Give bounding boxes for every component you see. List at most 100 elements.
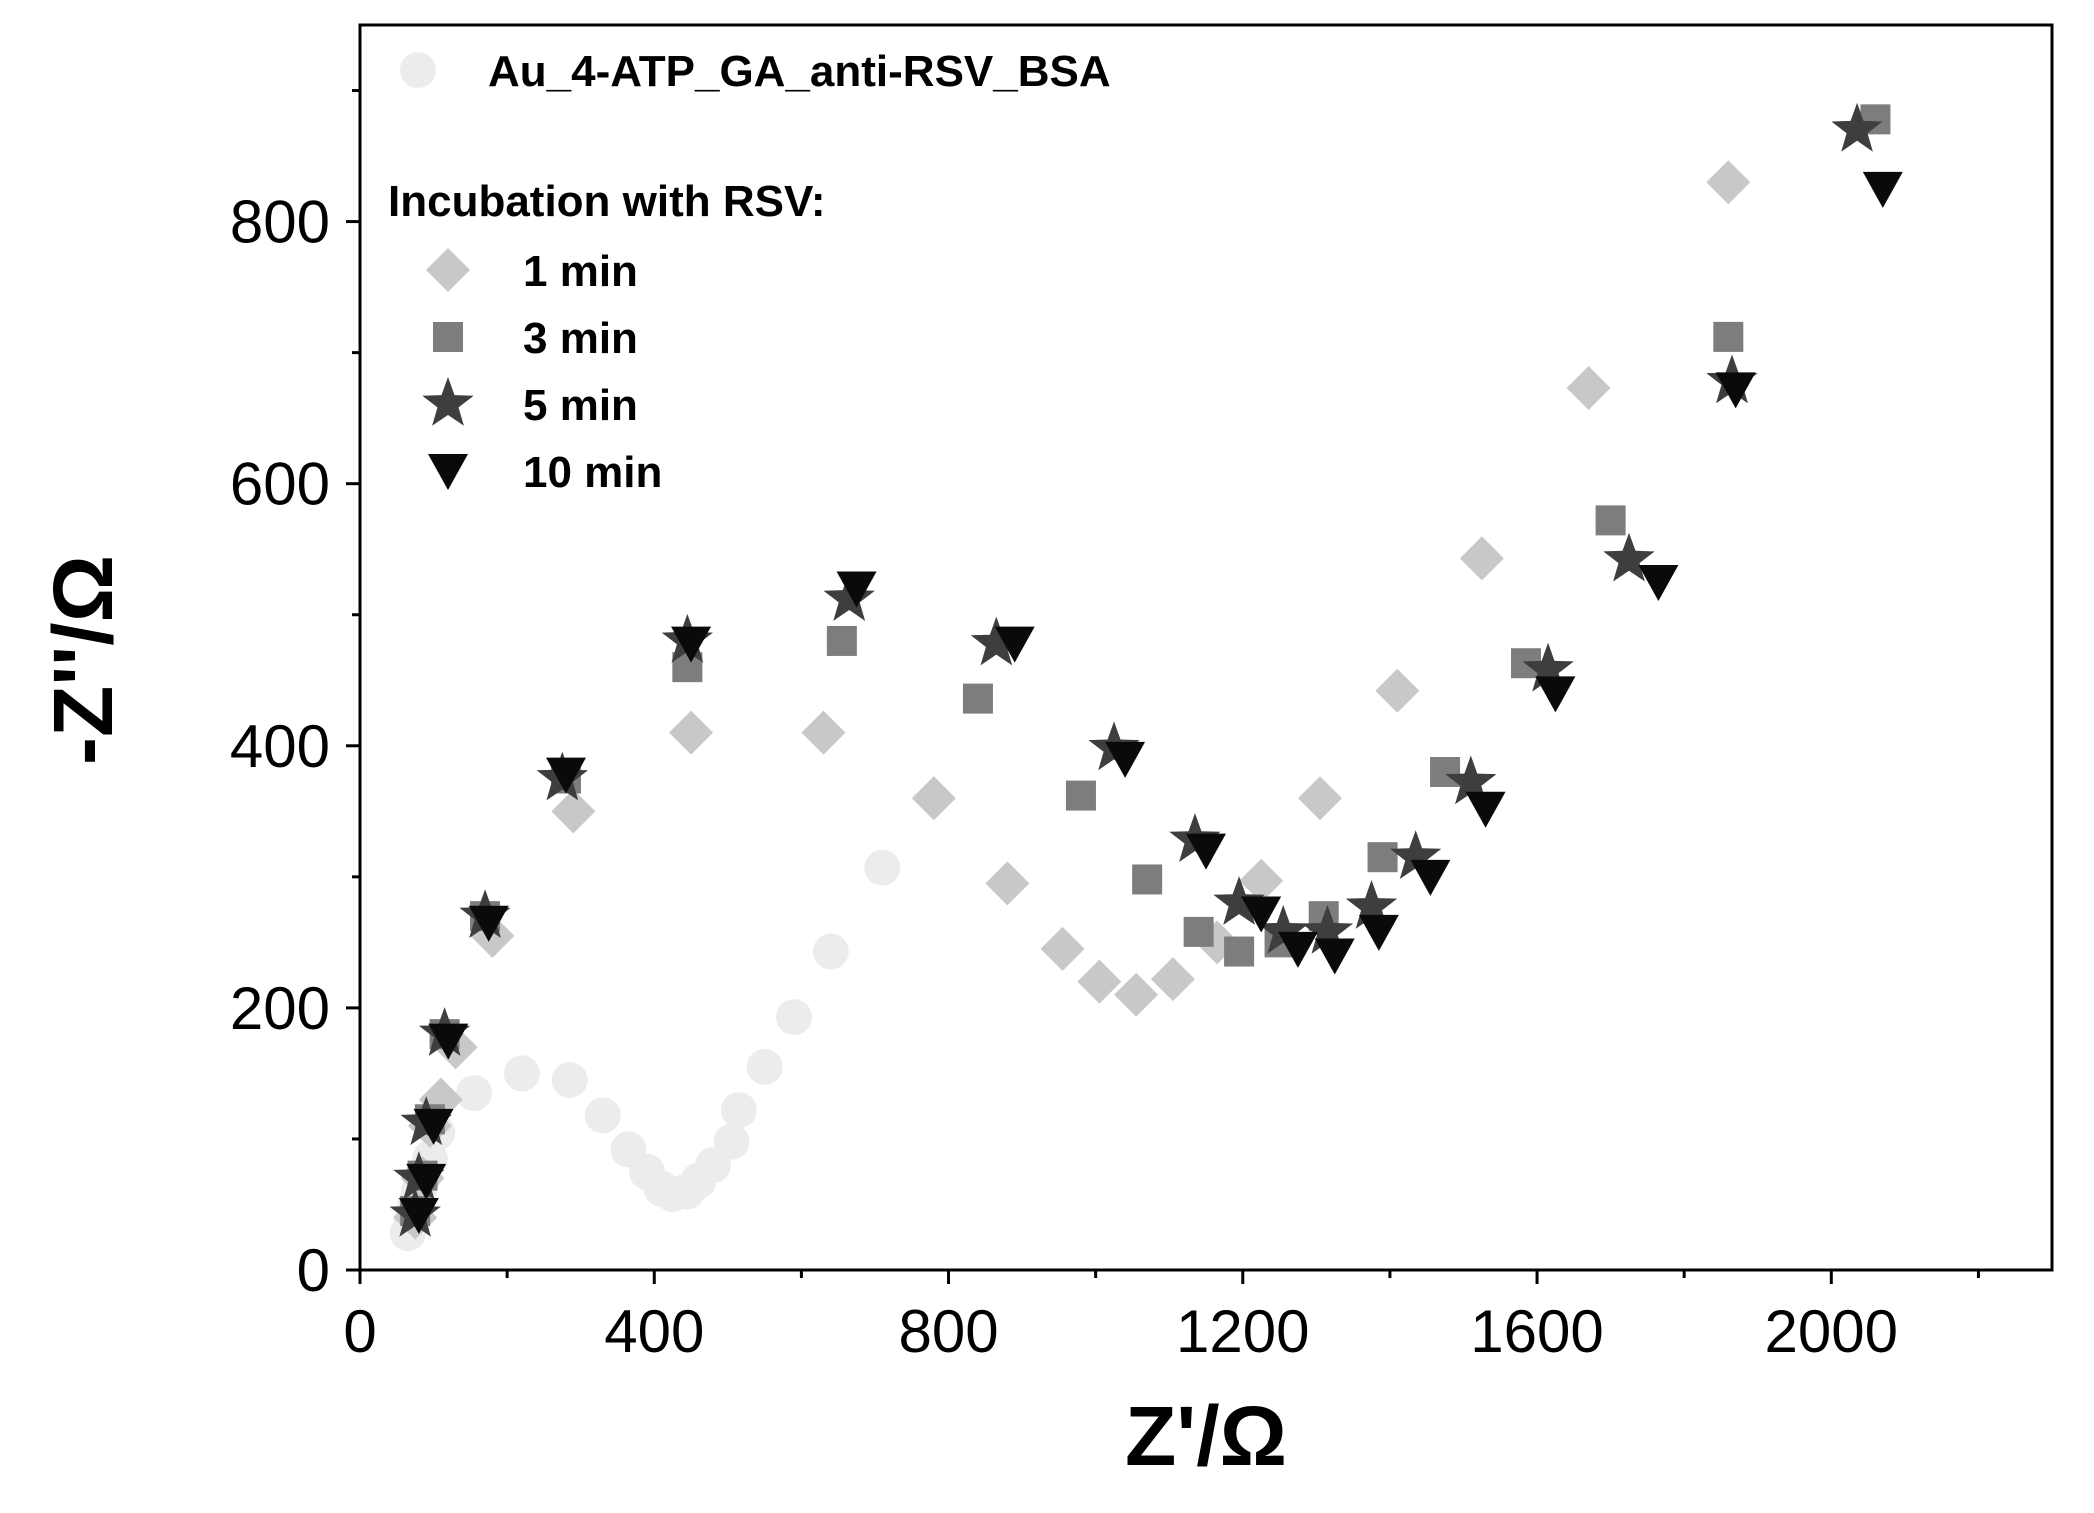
data-point bbox=[1465, 791, 1506, 828]
series-triangle-down bbox=[398, 171, 1903, 1234]
y-tick-label: 600 bbox=[230, 451, 330, 518]
x-axis-ticks: 0 400 800 1200 1600 2000 bbox=[343, 1270, 1980, 1365]
data-point bbox=[1183, 916, 1214, 947]
data-point bbox=[1445, 755, 1497, 805]
data-point bbox=[1862, 171, 1903, 208]
legend-label: 1 min bbox=[523, 247, 638, 296]
legend-entries: 1 min 3 min 5 min 10 min bbox=[422, 247, 662, 497]
data-point bbox=[826, 625, 857, 656]
data-point bbox=[551, 1061, 588, 1098]
x-tick-label: 0 bbox=[343, 1298, 376, 1365]
x-axis-title: Z'/Ω bbox=[1125, 1389, 1287, 1483]
data-point bbox=[398, 1197, 439, 1234]
data-point bbox=[1638, 564, 1679, 601]
data-point bbox=[584, 1097, 621, 1134]
x-tick-label: 1600 bbox=[1470, 1298, 1603, 1365]
legend-label: 10 min bbox=[523, 448, 662, 497]
data-point bbox=[746, 1048, 783, 1085]
legend: Au_4-ATP_GA_anti-RSV_BSA Incubation with… bbox=[388, 47, 1111, 497]
data-point bbox=[1713, 321, 1744, 352]
data-point bbox=[1715, 372, 1756, 409]
y-axis-title: -Z''/Ω bbox=[36, 555, 130, 765]
data-point bbox=[1105, 741, 1146, 778]
data-point bbox=[1239, 858, 1284, 903]
data-point bbox=[1040, 926, 1085, 971]
data-point bbox=[1603, 532, 1655, 582]
data-point bbox=[456, 1075, 493, 1112]
legend-symbol-star bbox=[422, 377, 474, 426]
data-point bbox=[962, 683, 993, 714]
data-point bbox=[1150, 957, 1195, 1002]
legend-entry: 3 min bbox=[433, 314, 638, 363]
legend-label: 5 min bbox=[523, 381, 638, 430]
legend-sample-entry bbox=[400, 52, 436, 88]
data-point bbox=[812, 933, 849, 970]
data-point bbox=[428, 1023, 469, 1060]
legend-symbol-square bbox=[433, 322, 463, 352]
legend-sample-label: Au_4-ATP_GA_anti-RSV_BSA bbox=[488, 47, 1111, 96]
data-point bbox=[1224, 936, 1255, 967]
data-point bbox=[468, 905, 509, 942]
data-point bbox=[1535, 676, 1576, 713]
legend-entry: 1 min bbox=[426, 247, 638, 296]
legend-entry: 10 min bbox=[428, 448, 662, 497]
data-point bbox=[1301, 904, 1354, 954]
x-tick-label: 2000 bbox=[1765, 1298, 1898, 1365]
data-point bbox=[1241, 896, 1282, 933]
data-point bbox=[1459, 536, 1504, 581]
data-point bbox=[836, 571, 877, 608]
legend-entry: 5 min bbox=[422, 377, 638, 430]
data-point bbox=[1213, 876, 1265, 925]
legend-symbol-triangle-down bbox=[428, 454, 468, 490]
data-point bbox=[551, 789, 596, 834]
legend-heading: Incubation with RSV: bbox=[388, 177, 826, 226]
legend-symbol-diamond bbox=[426, 248, 470, 292]
plot-frame bbox=[358, 23, 2054, 1272]
data-point bbox=[864, 849, 901, 886]
y-tick-label: 400 bbox=[230, 713, 330, 780]
data-point bbox=[1277, 931, 1318, 968]
data-point bbox=[1831, 102, 1883, 152]
data-point bbox=[1522, 642, 1574, 692]
data-point bbox=[671, 626, 712, 663]
data-point bbox=[669, 710, 714, 755]
data-point bbox=[823, 572, 875, 621]
data-point bbox=[970, 616, 1022, 666]
y-tick-label: 200 bbox=[230, 975, 330, 1042]
data-point bbox=[1186, 833, 1226, 870]
data-point bbox=[801, 710, 846, 755]
data-point bbox=[1065, 780, 1096, 811]
legend-symbol-circle bbox=[400, 52, 436, 88]
data-point bbox=[1114, 972, 1159, 1017]
data-point bbox=[776, 999, 813, 1036]
x-tick-label: 1200 bbox=[1176, 1298, 1309, 1365]
data-point bbox=[720, 1092, 757, 1129]
data-point bbox=[1257, 904, 1309, 954]
data-point bbox=[1566, 366, 1611, 411]
data-point bbox=[1706, 160, 1751, 205]
data-point bbox=[1345, 880, 1398, 929]
data-point bbox=[985, 861, 1030, 906]
data-point bbox=[406, 1163, 447, 1200]
x-tick-label: 800 bbox=[898, 1298, 998, 1365]
data-point bbox=[1410, 859, 1451, 896]
data-point bbox=[994, 626, 1035, 663]
data-point bbox=[1298, 776, 1343, 821]
x-tick-label: 400 bbox=[604, 1298, 704, 1365]
data-point bbox=[1375, 668, 1420, 713]
data-markers bbox=[389, 102, 1903, 1252]
y-tick-label: 0 bbox=[297, 1237, 330, 1304]
data-point bbox=[1077, 959, 1122, 1004]
data-point bbox=[1595, 505, 1626, 536]
data-point bbox=[911, 776, 956, 821]
y-tick-label: 800 bbox=[230, 189, 330, 256]
data-point bbox=[1390, 830, 1442, 879]
data-point bbox=[1430, 757, 1461, 787]
data-point bbox=[1132, 864, 1163, 895]
data-point bbox=[413, 1108, 454, 1145]
data-point bbox=[713, 1123, 750, 1160]
legend-label: 3 min bbox=[523, 314, 638, 363]
data-point bbox=[1367, 842, 1398, 873]
data-point bbox=[503, 1055, 540, 1092]
